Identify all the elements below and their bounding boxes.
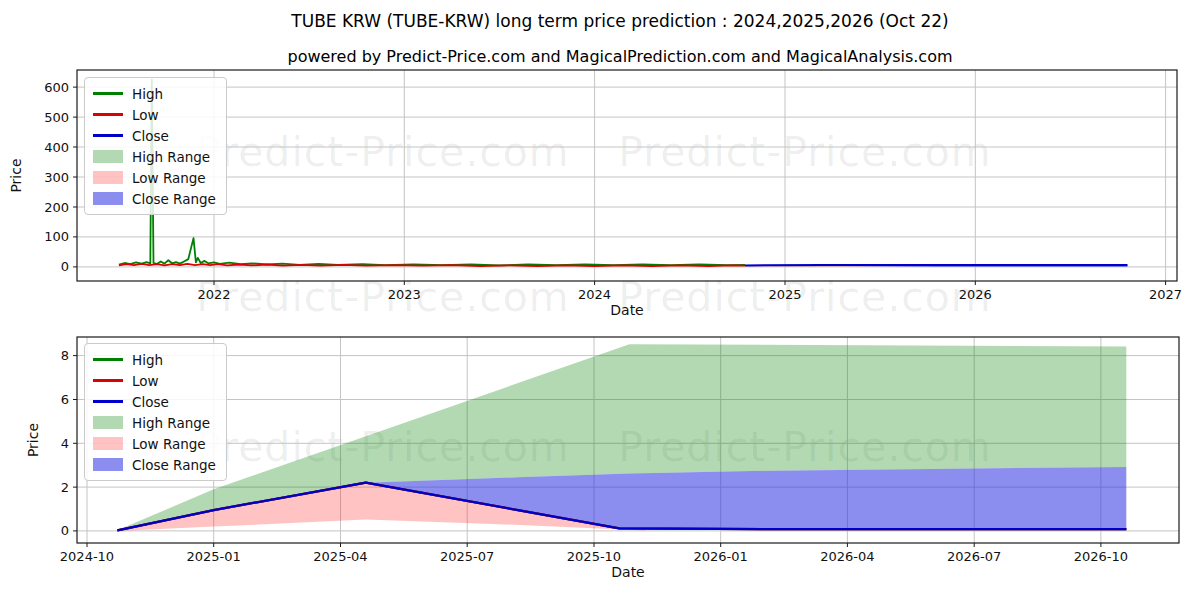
- y-tick-label: 0: [61, 259, 69, 274]
- legend-item-low: Low: [93, 370, 216, 391]
- legend-swatch-high: [93, 358, 123, 361]
- legend-label-close: Close: [132, 128, 169, 144]
- x-tick-label: 2025-07: [440, 549, 494, 564]
- y-tick-label: 6: [61, 392, 69, 407]
- x-tick-label: 2026-07: [947, 549, 1001, 564]
- legend-item-high-range: High Range: [93, 146, 216, 167]
- legend-swatch-close: [93, 400, 123, 403]
- legend-swatch-low: [93, 113, 123, 116]
- plot-border: [77, 70, 1177, 281]
- legend-swatch-close: [93, 134, 123, 137]
- figure: TUBE KRW (TUBE-KRW) long term price pred…: [0, 0, 1200, 600]
- legend-label-high-range: High Range: [132, 415, 210, 431]
- x-tick-label: 2025-04: [313, 549, 367, 564]
- legend-swatch-high-range: [93, 150, 123, 163]
- page-subtitle: powered by Predict-Price.com and Magical…: [287, 47, 952, 66]
- legend-swatch-low-range: [93, 171, 123, 184]
- y-tick-label: 400: [44, 140, 69, 155]
- legend-forecast-chart: High Low Close High Range Low Range Close Ran…: [84, 343, 227, 481]
- y-tick-label: 300: [44, 170, 69, 185]
- legend-swatch-high: [93, 92, 123, 95]
- legend-label-close: Close: [132, 394, 169, 410]
- legend-swatch-low-range: [93, 437, 123, 450]
- legend-label-high: High: [132, 352, 163, 368]
- legend-swatch-high-range: [93, 416, 123, 429]
- legend-label-high: High: [132, 86, 163, 102]
- legend-label-low-range: Low Range: [132, 170, 206, 186]
- legend-item-low: Low: [93, 104, 216, 125]
- x-axis-label: Date: [610, 302, 643, 318]
- y-axis-label: Price: [8, 158, 24, 192]
- legend-item-low-range: Low Range: [93, 167, 216, 188]
- legend-item-low-range: Low Range: [93, 433, 216, 454]
- x-tick-label: 2027: [1149, 287, 1182, 302]
- x-tick-label: 2023: [388, 287, 421, 302]
- legend-item-close-range: Close Range: [93, 188, 216, 209]
- x-axis-label: Date: [611, 564, 644, 580]
- y-tick-label: 4: [61, 436, 69, 451]
- legend-label-low: Low: [132, 107, 159, 123]
- x-tick-label: 2024-10: [60, 549, 114, 564]
- legend-label-low-range: Low Range: [132, 436, 206, 452]
- legend-item-high-range: High Range: [93, 412, 216, 433]
- y-tick-label: 2: [61, 480, 69, 495]
- x-tick-label: 2025-10: [567, 549, 621, 564]
- y-tick-label: 200: [44, 200, 69, 215]
- legend-item-close-range: Close Range: [93, 454, 216, 475]
- x-tick-label: 2025-01: [187, 549, 241, 564]
- legend-item-close: Close: [93, 125, 216, 146]
- x-tick-label: 2024: [578, 287, 611, 302]
- legend-item-close: Close: [93, 391, 216, 412]
- x-tick-label: 2026-10: [1074, 549, 1128, 564]
- legend-label-close-range: Close Range: [132, 191, 216, 207]
- legend-swatch-close-range: [93, 192, 123, 205]
- y-tick-label: 100: [44, 229, 69, 244]
- page-title: TUBE KRW (TUBE-KRW) long term price pred…: [291, 11, 948, 31]
- x-tick-label: 2026: [959, 287, 992, 302]
- y-tick-label: 600: [44, 80, 69, 95]
- legend-label-high-range: High Range: [132, 149, 210, 165]
- x-tick-label: 2022: [197, 287, 230, 302]
- x-tick-label: 2025: [768, 287, 801, 302]
- legend-item-high: High: [93, 349, 216, 370]
- legend-history-chart: High Low Close High Range Low Range Close Ran…: [84, 77, 227, 215]
- x-tick-label: 2026-04: [820, 549, 874, 564]
- legend-swatch-low: [93, 379, 123, 382]
- y-tick-label: 500: [44, 110, 69, 125]
- x-tick-label: 2026-01: [694, 549, 748, 564]
- legend-label-low: Low: [132, 373, 159, 389]
- y-tick-label: 8: [61, 348, 69, 363]
- y-tick-label: 0: [61, 523, 69, 538]
- legend-swatch-close-range: [93, 458, 123, 471]
- y-axis-label: Price: [25, 423, 41, 457]
- legend-label-close-range: Close Range: [132, 457, 216, 473]
- legend-item-high: High: [93, 83, 216, 104]
